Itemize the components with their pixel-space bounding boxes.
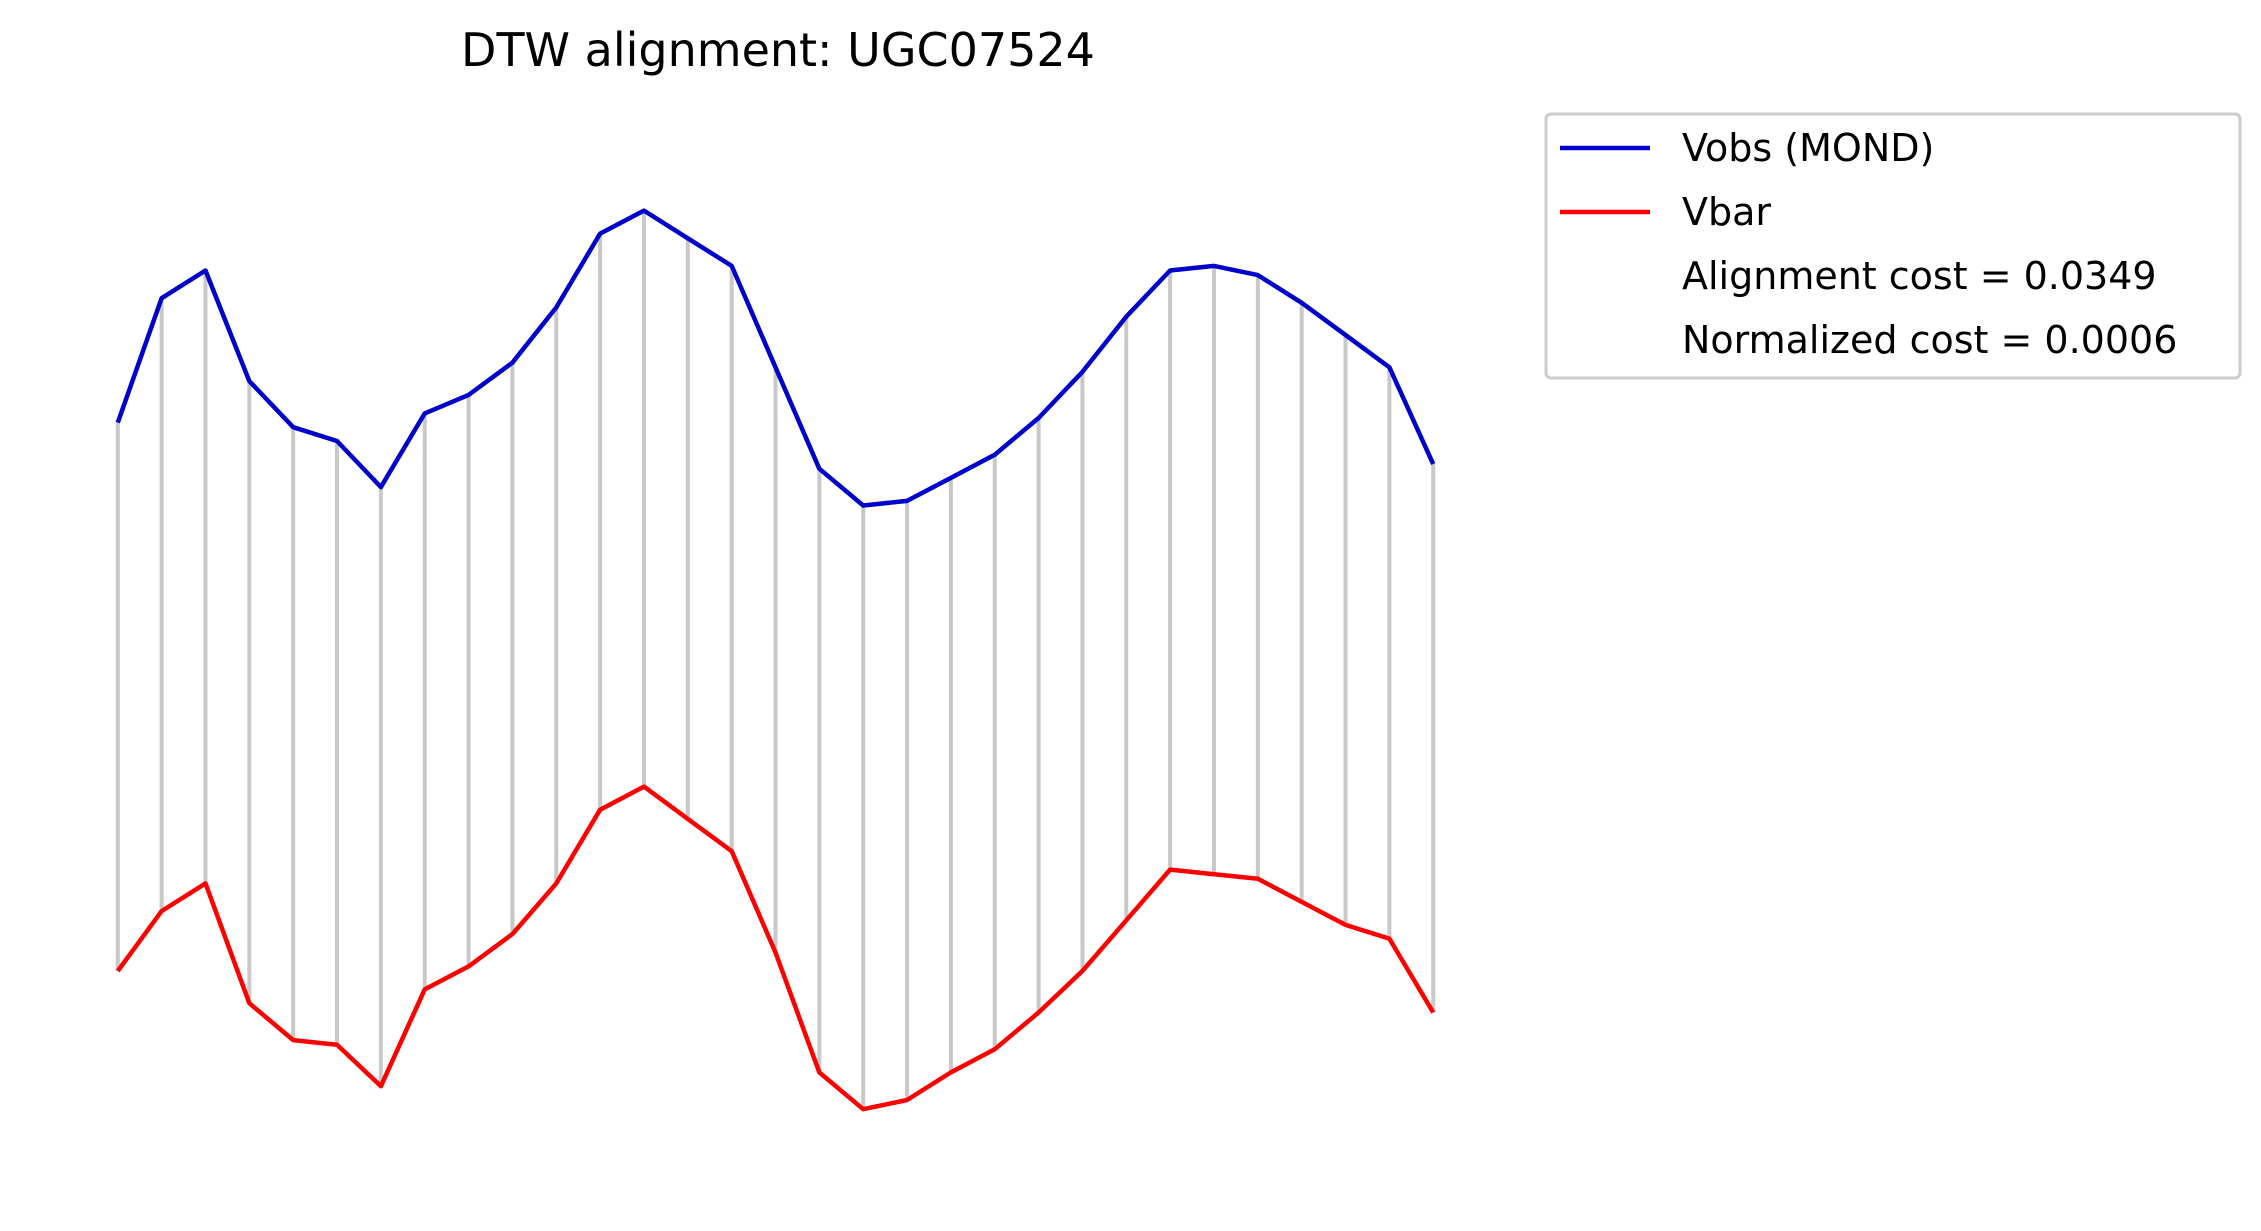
legend-frame [1544, 112, 2242, 380]
legend-label-1: Vbar [1682, 190, 1771, 234]
vbar-line [115, 784, 1436, 1112]
alignment-lines [115, 210, 1436, 1110]
legend-label-0: Vobs (MOND) [1682, 126, 1934, 170]
vobs-line [115, 208, 1436, 508]
series-lines [115, 208, 1436, 1112]
legend-label-3: Normalized cost = 0.0006 [1682, 318, 2177, 362]
legend: Vobs (MOND) Vbar Alignment cost = 0.0349 No… [1544, 112, 2242, 380]
legend-label-2: Alignment cost = 0.0349 [1682, 254, 2157, 298]
chart-title: DTW alignment: UGC07524 [461, 23, 1095, 77]
legend-entries: Vobs (MOND) Vbar Alignment cost = 0.0349 No… [1560, 126, 2177, 362]
